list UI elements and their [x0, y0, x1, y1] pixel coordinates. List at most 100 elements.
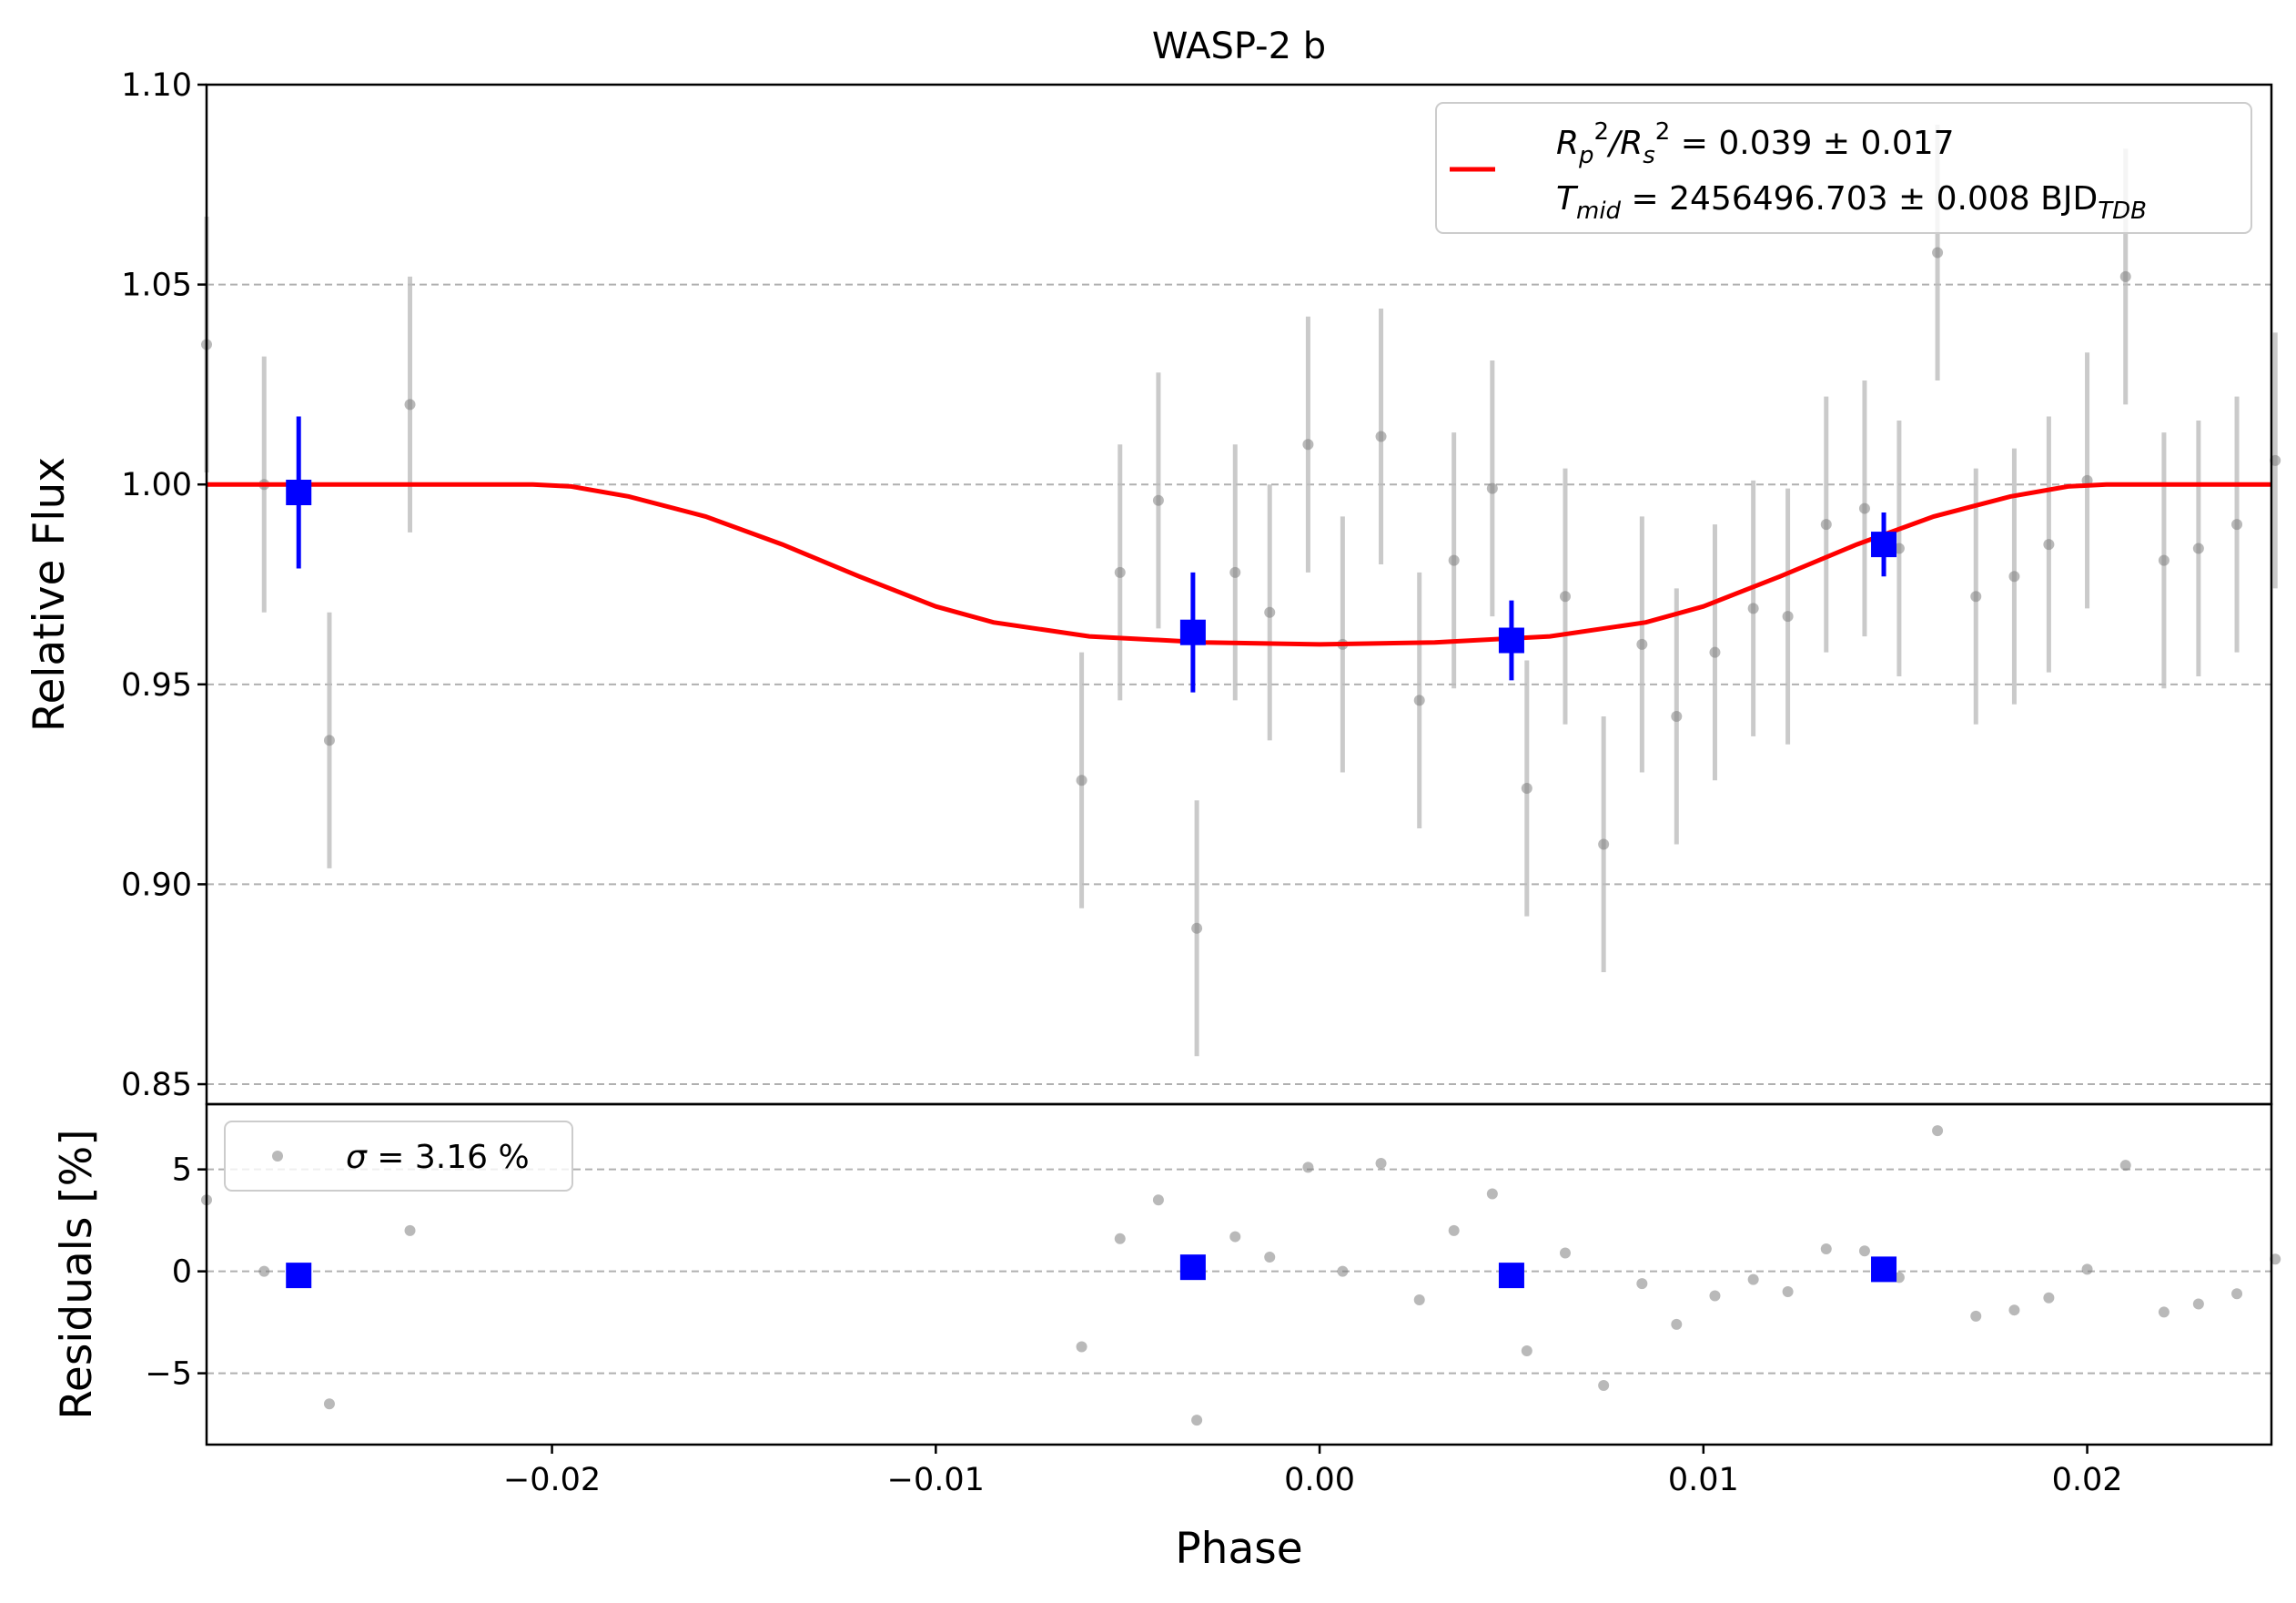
residuals-legend-marker [272, 1151, 283, 1162]
flux-data-point [2231, 519, 2243, 531]
residuals-legend-box [224, 1121, 573, 1192]
flux-data-point [1970, 591, 1982, 603]
residual-data-point [1448, 1224, 1460, 1236]
residual-data-point [2231, 1288, 2243, 1300]
flux-y-tick-label: 1.05 [121, 268, 192, 304]
legend-box [1435, 102, 2252, 234]
flux-data-point [1858, 502, 1870, 514]
flux-binned-point [1179, 619, 1206, 645]
residual-data-point [404, 1224, 416, 1236]
flux-data-point [1448, 554, 1460, 566]
phase-x-tick-label: −0.02 [503, 1462, 601, 1498]
residual-data-point [2081, 1263, 2093, 1275]
flux-data-point [1636, 638, 1648, 650]
residual-data-point [1598, 1380, 1610, 1392]
residuals-y-tick-label: 0 [172, 1254, 192, 1291]
flux-data-point [1413, 695, 1425, 706]
residual-binned-point [1179, 1254, 1206, 1281]
flux-y-tick-label: 0.85 [121, 1067, 192, 1103]
residual-binned-point [1498, 1263, 1524, 1289]
flux-data-point [1114, 566, 1126, 578]
flux-y-axis-label: Relative Flux [25, 457, 75, 732]
residual-data-point [1521, 1344, 1532, 1356]
legend-mid-transit-time: Tmid = 2456496.703 ± 0.008 BJDTDB [1556, 180, 2147, 225]
flux-data-point [1932, 247, 1944, 259]
residual-data-point [2008, 1304, 2020, 1316]
flux-data-point [1302, 439, 1314, 451]
flux-data-point [1559, 591, 1571, 603]
flux-data-point [1747, 603, 1759, 614]
flux-legend: Rp2/Rs2 = 0.039 ± 0.017 Tmid = 2456496.7… [1435, 102, 2252, 234]
residuals-y-tick-label: −5 [145, 1356, 192, 1393]
phase-x-ticks: −0.02 −0.01 0.00 0.01 0.02 [503, 1445, 2123, 1498]
residual-data-point [1636, 1278, 1648, 1290]
residual-data-point [1709, 1290, 1721, 1302]
phase-x-tick-label: −0.01 [887, 1462, 985, 1498]
flux-data-point [1229, 566, 1241, 578]
residual-data-point [2158, 1306, 2170, 1318]
residual-data-point [1932, 1125, 1944, 1137]
residual-data-point [1152, 1194, 1164, 1206]
flux-y-tick-label: 1.00 [121, 467, 192, 503]
flux-data-point [404, 399, 416, 411]
flux-panel: 0.85 0.90 0.95 1.00 1.05 1.10 WASP-2 b Relati… [25, 25, 2281, 1106]
flux-data-point [1782, 611, 1794, 623]
flux-data-point [1264, 606, 1276, 618]
residual-data-point [1486, 1188, 1498, 1200]
flux-data-point [1598, 838, 1610, 850]
residual-data-point [1264, 1251, 1276, 1263]
residuals-legend-sigma: σ = 3.16 % [346, 1139, 530, 1176]
residuals-y-ticks: −5 0 5 [145, 1152, 207, 1393]
flux-y-tick-label: 1.10 [121, 67, 192, 104]
residuals-legend: σ = 3.16 % [224, 1121, 573, 1192]
flux-data-point [1820, 519, 1832, 531]
flux-y-tick-label: 0.95 [121, 667, 192, 704]
flux-binned-point [286, 480, 312, 505]
phase-x-tick-label: 0.02 [2052, 1462, 2123, 1498]
residual-data-point [1747, 1273, 1759, 1285]
flux-data-point [2119, 270, 2131, 282]
residual-data-point [1782, 1286, 1794, 1298]
residual-data-point [1302, 1162, 1314, 1173]
phase-x-axis-label: Phase [1175, 1524, 1302, 1574]
residual-binned-point [286, 1263, 312, 1289]
residual-data-point [1191, 1415, 1203, 1426]
residual-data-point [1671, 1318, 1683, 1330]
flux-binned-point [1498, 627, 1524, 654]
transit-model-curve [207, 482, 2271, 647]
residual-data-point [2043, 1292, 2055, 1304]
flux-data-point [1486, 482, 1498, 494]
residual-data-point [1858, 1245, 1870, 1257]
residual-data-point [1375, 1157, 1387, 1169]
flux-data-point [1709, 646, 1721, 658]
residuals-panel: −5 0 5 −0.02 −0.01 0.00 0.01 0.02 Residuals [%… [52, 1102, 2281, 1574]
flux-data-point [1191, 922, 1203, 934]
flux-data-point [1521, 783, 1532, 795]
phase-x-tick-label: 0.00 [1284, 1462, 1355, 1498]
legend-radius-ratio: Rp2/Rs2 = 0.039 ± 0.017 [1556, 118, 1955, 169]
flux-y-ticks: 0.85 0.90 0.95 1.00 1.05 1.10 [121, 67, 207, 1103]
flux-data-point [323, 735, 335, 746]
flux-data-point [1152, 494, 1164, 506]
residual-data-point [2119, 1160, 2131, 1172]
flux-binned-point [1871, 532, 1897, 558]
flux-binned-points [286, 416, 1897, 693]
residuals-binned-points [286, 1254, 1897, 1289]
residual-data-point [1229, 1231, 1241, 1243]
residual-data-point [1970, 1310, 1982, 1322]
flux-y-tick-label: 0.90 [121, 867, 192, 903]
flux-data-point [2158, 554, 2170, 566]
chart-title: WASP-2 b [1152, 25, 1326, 67]
flux-data-point [2192, 543, 2204, 554]
residuals-data-points [201, 1125, 2281, 1426]
residual-data-point [323, 1398, 335, 1410]
flux-data-point [1375, 431, 1387, 442]
residual-data-point [1559, 1247, 1571, 1259]
residual-data-point [2192, 1298, 2204, 1310]
flux-data-point [2008, 571, 2020, 583]
residuals-axes-frame [205, 1102, 2273, 1446]
residuals-y-axis-label: Residuals [%] [52, 1129, 102, 1419]
residual-data-point [1820, 1243, 1832, 1255]
residual-data-point [1413, 1294, 1425, 1305]
